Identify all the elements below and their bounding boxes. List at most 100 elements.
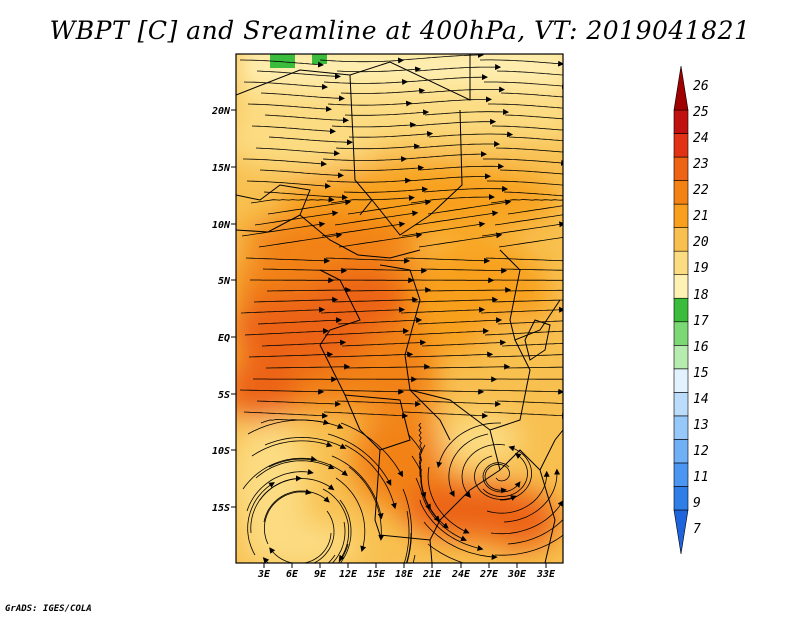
colorbar bbox=[673, 65, 689, 555]
streamline bbox=[406, 532, 412, 563]
cb-label-11: 11 bbox=[693, 470, 709, 485]
streamline bbox=[323, 411, 409, 419]
streamline bbox=[325, 257, 411, 264]
colorbar-swatch bbox=[673, 203, 689, 228]
streamline bbox=[427, 287, 512, 294]
streamline bbox=[427, 199, 512, 215]
wbpt-shading bbox=[236, 54, 563, 563]
colorbar-swatch bbox=[673, 344, 689, 370]
streamline bbox=[424, 108, 510, 116]
streamline bbox=[246, 469, 314, 512]
lon-label-9e: 9E bbox=[314, 569, 327, 580]
streamline bbox=[262, 267, 348, 274]
streamline bbox=[247, 419, 330, 435]
cb-label-25: 25 bbox=[693, 105, 709, 120]
streamline bbox=[251, 440, 333, 457]
streamline bbox=[436, 422, 501, 468]
streamline bbox=[502, 268, 563, 271]
streamline bbox=[480, 59, 563, 67]
lon-label-6e: 6E bbox=[286, 569, 299, 580]
cb-label-24: 24 bbox=[693, 131, 709, 146]
streamline bbox=[428, 131, 514, 138]
colorbar-swatch bbox=[673, 133, 689, 158]
streamline bbox=[421, 339, 507, 347]
streamline bbox=[412, 554, 416, 563]
cb-label-14: 14 bbox=[693, 392, 709, 407]
streamline bbox=[331, 121, 417, 128]
cb-label-23: 23 bbox=[693, 157, 709, 172]
longitude-axis: 3E 6E 9E 12E 15E 18E 21E 24E 27E 30E 33E bbox=[257, 563, 556, 580]
streamline bbox=[243, 158, 327, 167]
streamline bbox=[255, 460, 335, 479]
streamline bbox=[500, 92, 563, 98]
streamline bbox=[503, 191, 563, 197]
streamline bbox=[327, 433, 392, 486]
cb-label-9: 9 bbox=[693, 496, 701, 511]
streamline bbox=[268, 136, 353, 146]
streamline bbox=[504, 114, 563, 120]
streamline bbox=[333, 296, 419, 303]
streamline bbox=[416, 64, 502, 72]
streamline bbox=[240, 59, 324, 68]
streamline bbox=[240, 306, 326, 314]
streamline bbox=[344, 109, 430, 116]
streamline bbox=[496, 70, 563, 76]
lat-label-20n: 20N bbox=[211, 106, 231, 117]
streamline bbox=[243, 81, 328, 90]
streamline bbox=[267, 199, 352, 215]
streamline bbox=[331, 521, 346, 563]
streamline bbox=[250, 475, 302, 534]
streamline bbox=[399, 54, 484, 61]
streamline bbox=[483, 158, 563, 166]
cb-label-21: 21 bbox=[693, 209, 709, 224]
cb-label-20: 20 bbox=[693, 235, 709, 250]
streamline bbox=[481, 221, 563, 237]
streamline bbox=[319, 388, 405, 395]
streamline bbox=[483, 411, 563, 419]
streamline bbox=[327, 100, 413, 107]
streamline bbox=[485, 257, 563, 262]
streamline bbox=[340, 422, 403, 478]
streamline bbox=[494, 534, 563, 556]
colorbar-swatch bbox=[673, 392, 689, 417]
streamline bbox=[413, 296, 499, 303]
streamline bbox=[488, 103, 563, 109]
streamline bbox=[348, 130, 434, 138]
streamline bbox=[255, 147, 340, 157]
colorbar-swatch bbox=[673, 156, 689, 181]
streamline bbox=[339, 164, 425, 171]
streamline bbox=[335, 143, 421, 150]
streamline bbox=[321, 221, 406, 237]
streamline bbox=[410, 193, 495, 204]
lon-label-3e: 3E bbox=[257, 569, 271, 580]
streamline bbox=[461, 444, 506, 498]
lon-label-12e: 12E bbox=[339, 569, 358, 580]
country-borders bbox=[236, 54, 563, 563]
streamline bbox=[336, 400, 422, 407]
cb-label-16: 16 bbox=[693, 340, 709, 355]
streamline bbox=[479, 388, 563, 395]
streamline bbox=[411, 118, 497, 127]
streamline bbox=[490, 199, 563, 204]
grads-credit: GrADS: IGES/COLA bbox=[5, 604, 92, 614]
streamline bbox=[508, 136, 563, 142]
colorbar-swatch bbox=[673, 227, 689, 252]
streamline bbox=[320, 306, 406, 314]
streamline bbox=[256, 400, 342, 407]
streamline bbox=[492, 125, 563, 131]
streamline bbox=[507, 289, 563, 292]
streamline bbox=[500, 445, 533, 501]
streamline bbox=[482, 453, 528, 497]
cb-label-7: 7 bbox=[693, 522, 701, 537]
streamline bbox=[499, 169, 563, 175]
streamline bbox=[254, 210, 339, 226]
streamline bbox=[427, 543, 465, 563]
streamline bbox=[348, 466, 385, 541]
streamline bbox=[507, 518, 563, 545]
streamline bbox=[322, 156, 408, 163]
streamline bbox=[416, 400, 502, 407]
streamline bbox=[406, 173, 491, 182]
streamline bbox=[498, 236, 563, 248]
streamline bbox=[342, 267, 428, 274]
streamline bbox=[448, 433, 489, 497]
